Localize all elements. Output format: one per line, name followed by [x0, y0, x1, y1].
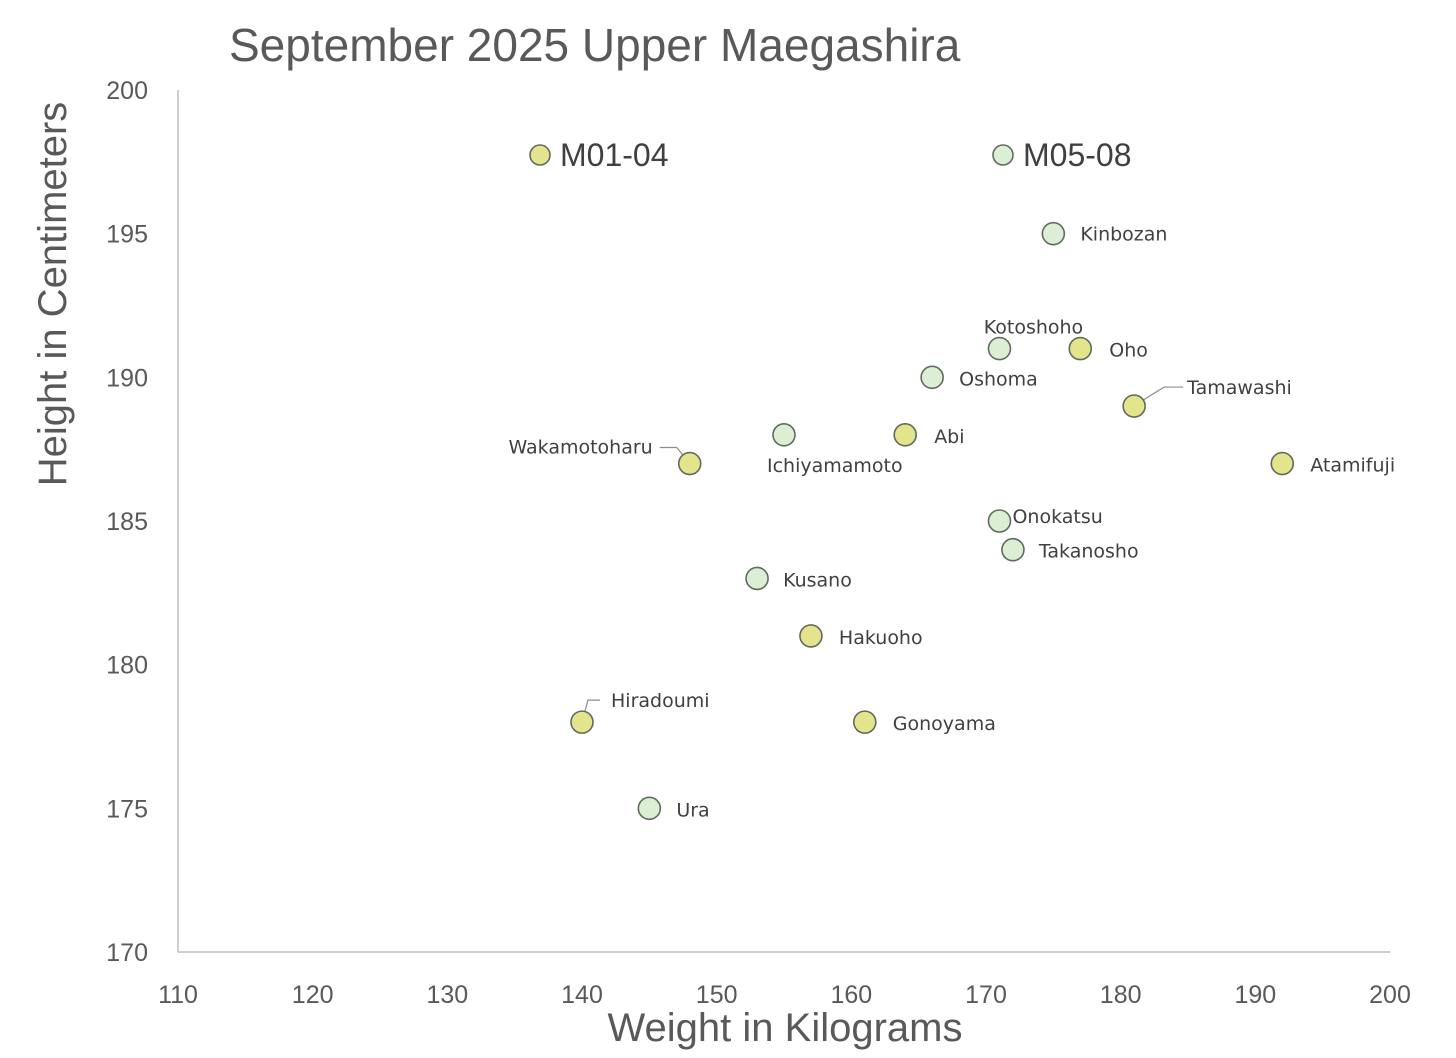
data-label-ura: Ura: [676, 799, 709, 821]
y-tick-label: 175: [106, 795, 148, 823]
data-point-ichiyamamoto: [772, 422, 796, 447]
data-label-kinbozan: Kinbozan: [1080, 224, 1167, 246]
y-tick-label: 200: [106, 77, 148, 105]
data-point-hakuoho: [799, 624, 823, 648]
data-label-hakuoho: Hakuoho: [839, 627, 923, 649]
data-point-kotoshoho: [987, 336, 1012, 361]
legend-marker-m05-08: [992, 144, 1014, 166]
data-label-oshoma: Oshoma: [959, 368, 1038, 390]
data-point-kinbozan: [1041, 221, 1066, 246]
x-tick-label: 150: [696, 981, 738, 1009]
x-tick-label: 180: [1100, 981, 1142, 1009]
data-point-kusano: [745, 566, 769, 591]
x-tick-label: 110: [158, 981, 198, 1009]
data-point-onokatsu: [987, 509, 1012, 533]
data-label-tamawashi: Tamawashi: [1186, 377, 1292, 399]
data-point-gonoyama: [852, 710, 877, 734]
data-label-kusano: Kusano: [783, 569, 852, 591]
x-tick-label: 170: [965, 981, 1007, 1009]
leader-line-tamawashi: [1134, 386, 1184, 406]
y-tick-labels: 170 175 180 185 190 195 200: [106, 77, 148, 967]
x-tick-label: 140: [561, 981, 603, 1009]
data-label-atamifuji: Atamifuji: [1310, 455, 1395, 477]
x-tick-label: 190: [1234, 981, 1276, 1009]
data-label-hiradoumi: Hiradoumi: [611, 690, 710, 712]
data-label-onokatsu: Onokatsu: [1012, 506, 1102, 528]
data-point-ura: [637, 796, 662, 821]
data-label-oho: Oho: [1109, 340, 1148, 362]
legend-marker-m01-04: [529, 144, 551, 166]
y-tick-label: 180: [106, 652, 148, 680]
data-label-abi: Abi: [934, 426, 964, 448]
y-tick-label: 170: [106, 939, 148, 967]
data-point-tamawashi: [1122, 394, 1146, 418]
data-points: [570, 221, 1295, 821]
x-tick-label: 130: [426, 981, 468, 1009]
legend-label-m05-08: M05-08: [1023, 137, 1132, 173]
x-tick-label: 120: [292, 981, 334, 1009]
data-label-kotoshoho: Kotoshoho: [984, 317, 1083, 339]
data-label-ichiyamamoto: Ichiyamamoto: [767, 455, 903, 477]
data-point-atamifuji: [1270, 451, 1295, 476]
x-tick-label: 200: [1369, 981, 1411, 1009]
data-point-oshoma: [920, 365, 944, 390]
data-point-wakamotoharu: [677, 451, 702, 476]
data-point-labels: Oho Tamawashi Abi Wakamotoharu Atamifuji Haku…: [508, 224, 1395, 822]
y-axis-title: Height in Centimeters: [31, 102, 75, 487]
y-tick-label: 190: [106, 364, 148, 392]
x-tick-label: 160: [830, 981, 872, 1009]
x-axis-title: Weight in Kilograms: [608, 1006, 963, 1050]
data-label-takanosho: Takanosho: [1038, 541, 1139, 563]
data-point-takanosho: [1001, 537, 1025, 562]
data-point-hiradoumi: [570, 710, 594, 734]
data-point-abi: [893, 422, 918, 447]
data-label-wakamotoharu: Wakamotoharu: [508, 437, 652, 459]
x-tick-labels: 110 120 130 140 150 160 170 180 190 200: [158, 981, 1411, 1009]
y-tick-label: 185: [106, 508, 148, 536]
legend: M01-04 M05-08: [529, 137, 1132, 173]
data-label-gonoyama: Gonoyama: [893, 713, 996, 735]
y-tick-label: 195: [106, 221, 148, 249]
chart-title: September 2025 Upper Maegashira: [229, 19, 961, 71]
legend-label-m01-04: M01-04: [560, 137, 669, 173]
data-point-oho: [1068, 336, 1093, 361]
